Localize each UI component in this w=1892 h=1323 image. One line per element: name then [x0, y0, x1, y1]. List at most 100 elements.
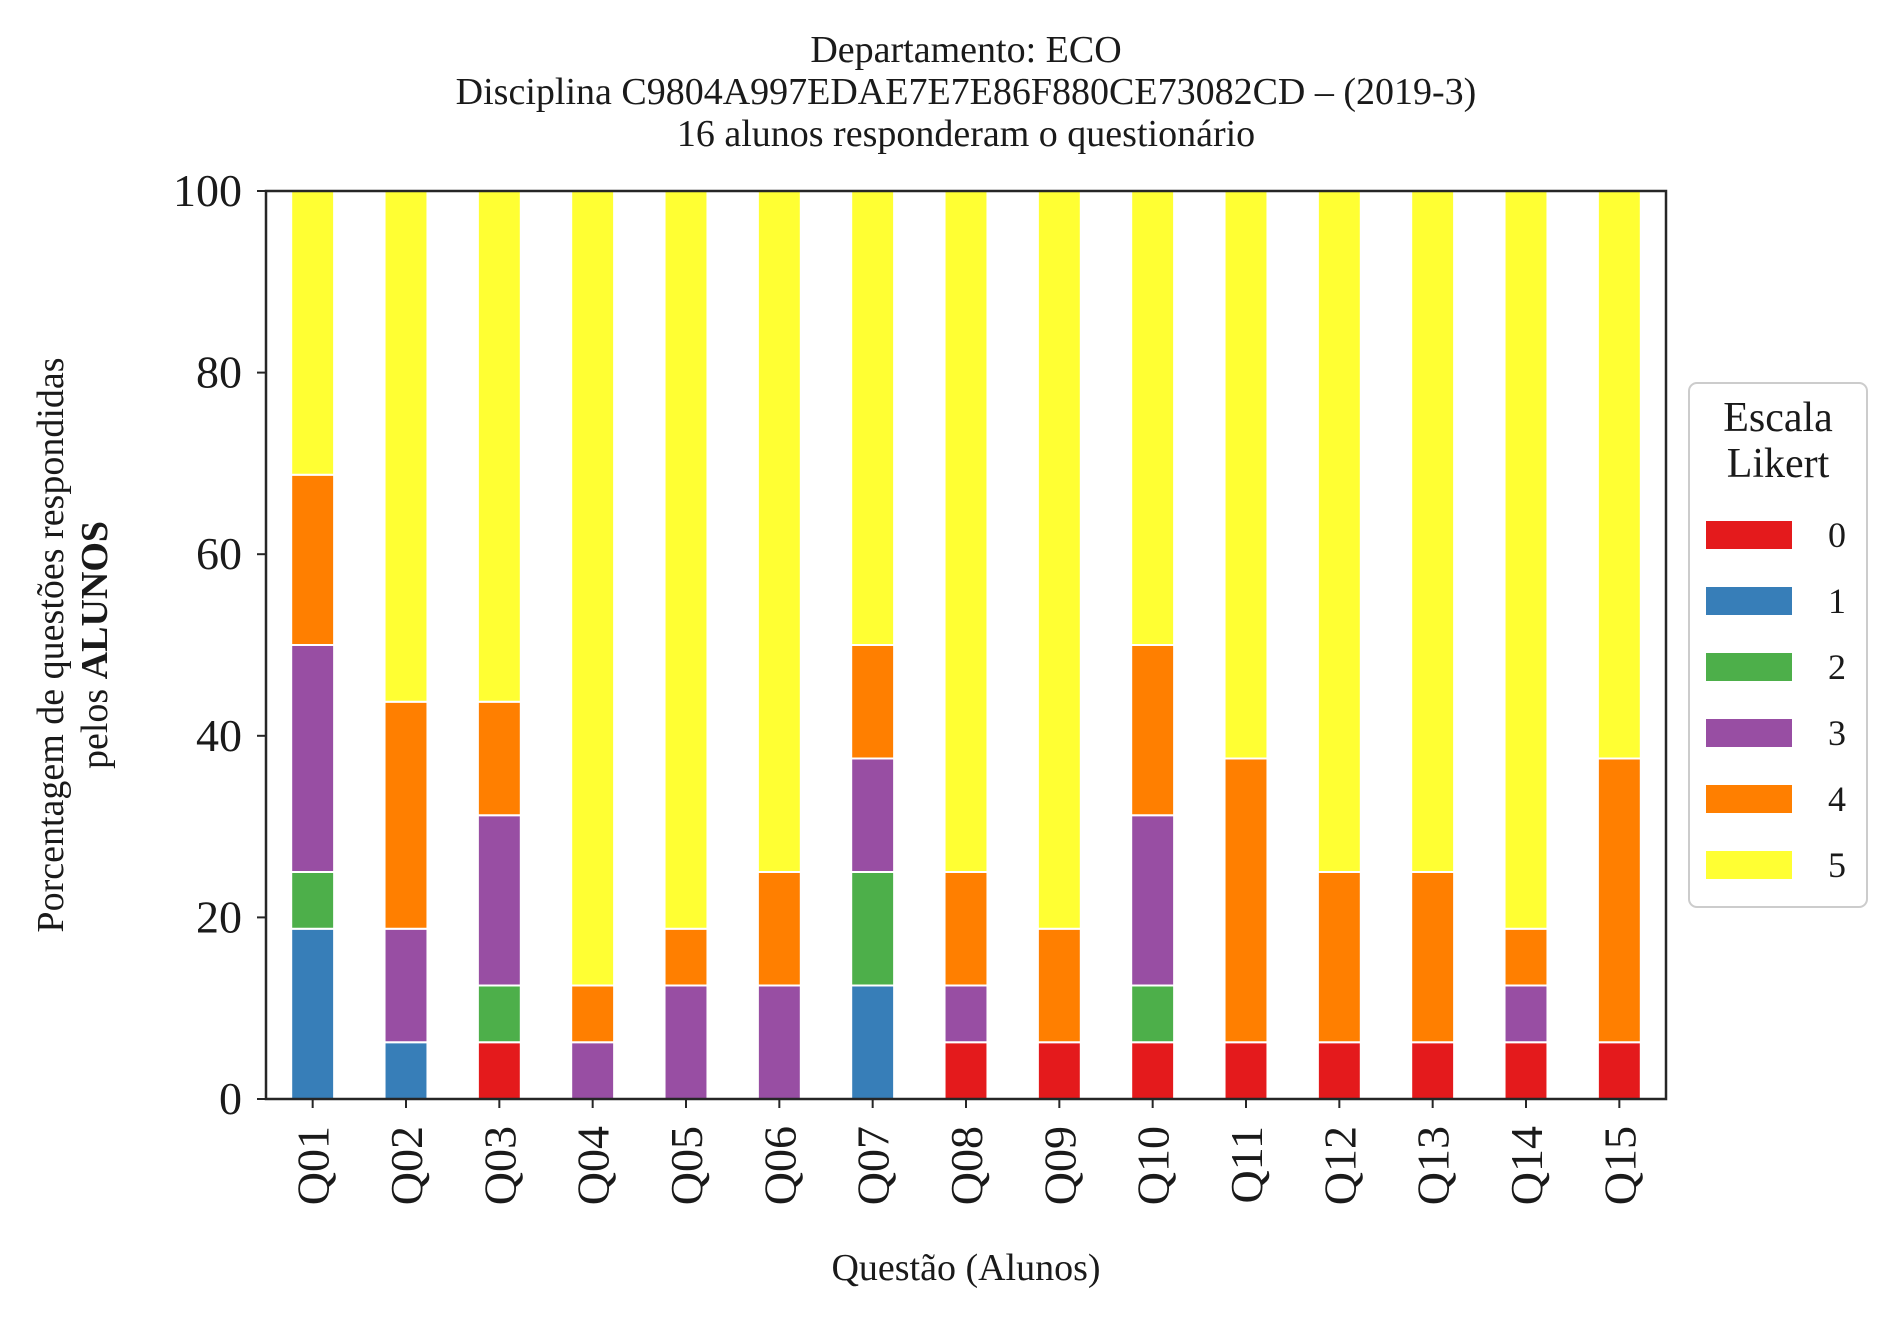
bar-Q08-likert-0: [943, 1041, 989, 1100]
x-tick-label-Q13: Q13: [1408, 1126, 1459, 1205]
bar-Q12-likert-5: [1316, 190, 1362, 873]
legend-frame: [1688, 382, 1868, 908]
bar-Q03-likert-0: [476, 1041, 522, 1100]
bar-Q09-likert-4: [1036, 927, 1082, 1044]
bar-Q01-likert-2: [290, 871, 336, 930]
legend-swatch-3: [1706, 719, 1792, 747]
bar-Q08-likert-5: [943, 190, 989, 873]
bar-Q01-likert-3: [290, 644, 336, 873]
title-line-2: Disciplina C9804A997EDAE7E7E86F880CE7308…: [456, 71, 1477, 113]
y-tick-label: 20: [196, 891, 242, 942]
bar-Q12-likert-0: [1316, 1041, 1362, 1100]
legend-swatch-1: [1706, 587, 1792, 615]
bar-Q05-likert-3: [663, 984, 709, 1100]
x-tick-label-Q14: Q14: [1501, 1126, 1552, 1205]
legend-swatch-5: [1706, 851, 1792, 879]
x-tick-label-Q02: Q02: [381, 1126, 432, 1205]
bar-Q14-likert-4: [1503, 927, 1549, 987]
x-tick-label-Q11: Q11: [1221, 1126, 1272, 1204]
bar-Q12-likert-4: [1316, 871, 1362, 1044]
bar-Q08-likert-4: [943, 871, 989, 987]
legend-label-4: 4: [1828, 779, 1846, 819]
bar-Q01-likert-4: [290, 473, 336, 646]
legend-label-1: 1: [1828, 581, 1846, 621]
bar-Q14-likert-5: [1503, 190, 1549, 930]
bar-Q07-likert-2: [850, 871, 896, 987]
x-tick-label-Q09: Q09: [1034, 1126, 1085, 1205]
bar-Q04-likert-3: [570, 1041, 616, 1100]
bar-Q04-likert-5: [570, 190, 616, 987]
bar-Q03-likert-4: [476, 700, 522, 817]
y-tick-label: 80: [196, 347, 242, 398]
x-tick-label-Q04: Q04: [568, 1126, 619, 1205]
legend-swatch-4: [1706, 785, 1792, 813]
x-axis-label: Questão (Alunos): [831, 1247, 1100, 1289]
bar-Q10-likert-3: [1130, 814, 1176, 987]
y-tick-label: 0: [219, 1073, 242, 1124]
y-tick-label: 40: [196, 710, 242, 761]
bar-Q09-likert-5: [1036, 190, 1082, 930]
y-tick-label: 100: [173, 165, 242, 216]
bar-Q10-likert-5: [1130, 190, 1176, 646]
y-axis-ticks: 0 20 40 60 80 100: [173, 165, 266, 1124]
legend-title-line-1: Escala: [1723, 395, 1833, 441]
y-axis-label: Porcentagem de questões respondidas pelos…: [30, 357, 116, 932]
bar-Q03-likert-3: [476, 814, 522, 987]
bar-Q13-likert-0: [1410, 1041, 1456, 1100]
x-tick-label-Q15: Q15: [1594, 1126, 1645, 1205]
x-tick-label-Q05: Q05: [661, 1126, 712, 1205]
x-tick-label-Q12: Q12: [1314, 1126, 1365, 1205]
bar-Q04-likert-4: [570, 984, 616, 1044]
legend-swatch-2: [1706, 653, 1792, 681]
bar-Q07-likert-3: [850, 757, 896, 873]
bar-Q03-likert-2: [476, 984, 522, 1044]
y-axis-label-line-1: Porcentagem de questões respondidas: [30, 357, 72, 932]
bar-Q06-likert-3: [756, 984, 802, 1100]
bar-Q13-likert-5: [1410, 190, 1456, 873]
bar-Q05-likert-5: [663, 190, 709, 930]
bar-Q02-likert-4: [383, 700, 429, 930]
bar-Q11-likert-5: [1223, 190, 1269, 760]
bar-Q15-likert-4: [1596, 757, 1642, 1044]
bar-Q08-likert-3: [943, 984, 989, 1044]
bar-Q09-likert-0: [1036, 1041, 1082, 1100]
bar-Q10-likert-4: [1130, 644, 1176, 817]
title-line-3: 16 alunos responderam o questionário: [677, 113, 1255, 155]
y-axis-label-bold: ALUNOS: [74, 521, 116, 679]
legend-label-0: 0: [1828, 515, 1846, 555]
x-tick-label-Q07: Q07: [848, 1126, 899, 1205]
title-line-1: Departamento: ECO: [810, 29, 1121, 71]
bar-Q07-likert-1: [850, 984, 896, 1100]
bar-Q05-likert-4: [663, 927, 709, 987]
bar-Q06-likert-5: [756, 190, 802, 873]
bar-Q11-likert-0: [1223, 1041, 1269, 1100]
x-tick-label-Q01: Q01: [288, 1126, 339, 1205]
bar-Q10-likert-0: [1130, 1041, 1176, 1100]
bar-Q06-likert-4: [756, 871, 802, 987]
bar-Q11-likert-4: [1223, 757, 1269, 1044]
x-tick-label-Q06: Q06: [754, 1126, 805, 1205]
legend-swatch-0: [1706, 521, 1792, 549]
bar-Q07-likert-5: [850, 190, 896, 646]
bar-Q15-likert-0: [1596, 1041, 1642, 1100]
legend-label-3: 3: [1828, 713, 1846, 753]
bar-Q07-likert-4: [850, 644, 896, 760]
bar-Q15-likert-5: [1596, 190, 1642, 760]
bar-Q10-likert-2: [1130, 984, 1176, 1044]
legend-label-2: 2: [1828, 647, 1846, 687]
legend-label-5: 5: [1828, 845, 1846, 885]
legend-title-line-2: Likert: [1727, 441, 1830, 487]
bar-Q14-likert-3: [1503, 984, 1549, 1044]
x-tick-label-Q10: Q10: [1128, 1126, 1179, 1205]
bars: [290, 190, 1642, 1100]
bar-Q03-likert-5: [476, 190, 522, 703]
y-tick-label: 60: [196, 528, 242, 579]
y-axis-label-prefix: pelos: [74, 679, 116, 769]
bar-Q01-likert-5: [290, 190, 336, 476]
bar-Q01-likert-1: [290, 927, 336, 1100]
x-tick-label-Q08: Q08: [941, 1126, 992, 1205]
x-tick-label-Q03: Q03: [474, 1126, 525, 1205]
